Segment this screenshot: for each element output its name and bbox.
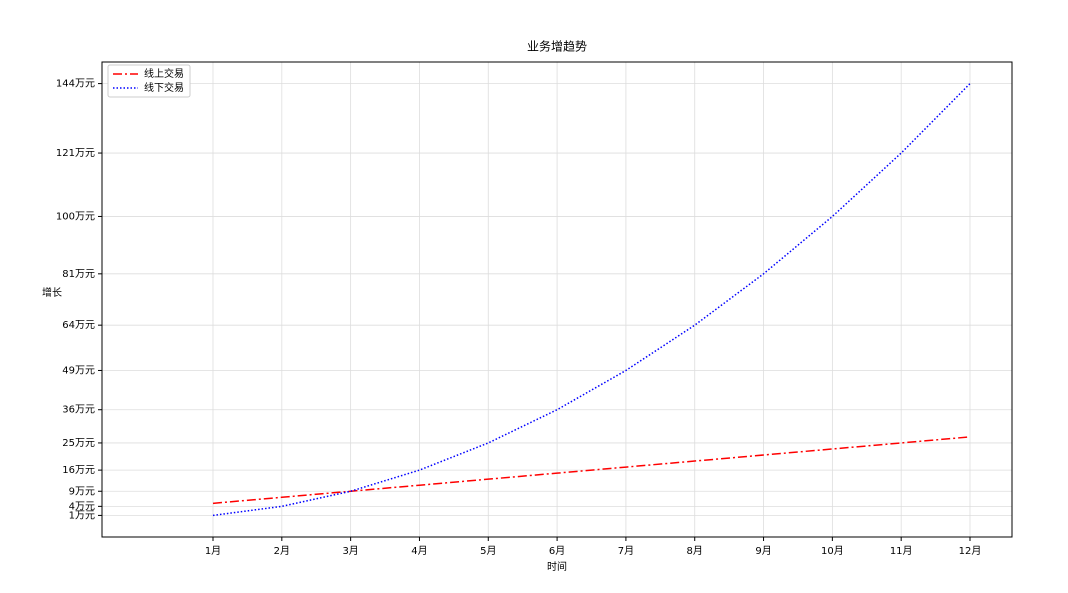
x-tick-label: 12月	[959, 545, 982, 557]
x-tick-label: 6月	[549, 545, 565, 557]
y-tick-label: 36万元	[62, 405, 95, 416]
x-tick-label: 9月	[755, 545, 771, 557]
x-tick-label: 10月	[821, 545, 844, 557]
y-tick-label: 4万元	[69, 501, 95, 512]
y-axis-label: 增长	[42, 286, 62, 299]
legend-box	[107, 64, 191, 98]
y-tick-label: 81万元	[62, 269, 95, 280]
x-tick-label: 1月	[205, 545, 221, 557]
y-tick-label: 100万元	[56, 211, 95, 222]
x-tick-label: 7月	[618, 545, 634, 557]
x-tick-label: 3月	[342, 545, 358, 557]
x-tick-label: 11月	[890, 545, 913, 557]
y-tick-label: 144万元	[56, 79, 95, 90]
data-line	[212, 436, 971, 505]
y-tick-label: 1万元	[69, 510, 95, 521]
chart-title: 业务增趋势	[527, 39, 587, 54]
x-tick-label: 4月	[411, 545, 427, 557]
x-axis-label: 时间	[547, 560, 567, 573]
x-tick-label: 5月	[480, 545, 496, 557]
y-tick-label: 121万元	[56, 148, 95, 159]
y-tick-label: 64万元	[62, 320, 95, 331]
legend-label: 线下交易	[144, 81, 184, 94]
y-tick-label: 49万元	[62, 365, 95, 376]
plot-frame	[101, 61, 1013, 538]
y-tick-label: 25万元	[62, 438, 95, 449]
y-tick-label: 16万元	[62, 465, 95, 476]
y-tick-label: 9万元	[69, 486, 95, 497]
x-tick-label: 8月	[687, 545, 703, 557]
x-tick-label: 2月	[274, 545, 290, 557]
data-line	[212, 83, 971, 517]
legend-label: 线上交易	[144, 67, 184, 80]
